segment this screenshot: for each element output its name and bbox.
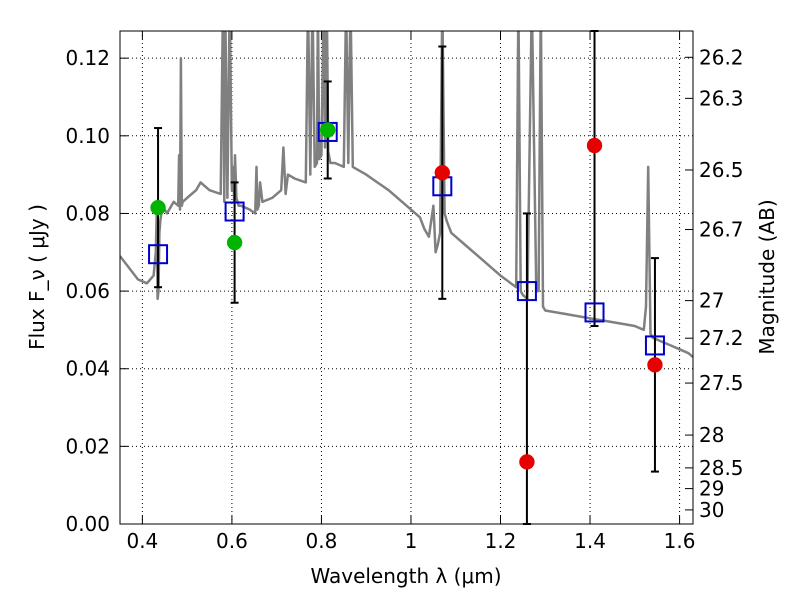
x-tick-label: 0.8	[306, 529, 338, 553]
data-point-circle	[647, 357, 663, 373]
right-tick-label: 30	[699, 498, 724, 522]
x-tick-label: 0.4	[126, 529, 158, 553]
right-tick-label: 28.5	[699, 456, 744, 480]
model-spectrum-line	[120, 31, 693, 359]
y-tick-label: 0.02	[65, 434, 110, 458]
y-tick-label: 0.06	[65, 279, 110, 303]
data-point-circle	[150, 199, 166, 216]
right-tick-label: 28	[699, 423, 724, 447]
y-tick-label: 0.12	[65, 46, 110, 70]
data-point-square	[644, 335, 665, 356]
x-tick-label: 1	[405, 529, 418, 553]
x-tick-label: 1.4	[574, 529, 606, 553]
data-point-square	[584, 302, 605, 323]
data-point-circle	[519, 454, 535, 470]
y-tick-label: 0.04	[65, 357, 110, 381]
data-point-circle	[319, 122, 336, 138]
right-tick-label: 27.5	[699, 371, 744, 395]
x-tick-label: 0.6	[216, 529, 248, 553]
right-tick-label: 26.2	[699, 45, 744, 69]
data-point-square	[516, 281, 537, 302]
y-tick-label: 0.00	[65, 512, 110, 536]
y-axis-ticks: 0.00 0.02 0.04 0.06 0.08 0.10 0.12	[65, 46, 128, 536]
right-tick-label: 27	[699, 289, 724, 313]
model-spectrum	[120, 31, 693, 359]
y-tick-label: 0.08	[65, 201, 110, 225]
right-tick-label: 27.2	[699, 326, 744, 350]
data-point-square	[224, 201, 245, 222]
data-point-circle	[586, 137, 603, 154]
x-tick-label: 1.2	[485, 529, 517, 553]
right-tick-label: 26.5	[699, 158, 744, 182]
y-tick-label: 0.10	[65, 124, 110, 148]
x-axis-label: Wavelength λ (μm)	[310, 564, 501, 588]
data-point-circle	[434, 164, 451, 181]
data-markers	[148, 121, 665, 470]
y-axis-label: Flux F_ν ( μJy )	[25, 204, 49, 350]
plot-frame	[119, 30, 694, 525]
right-tick-label: 29	[699, 477, 724, 501]
data-point-square	[148, 244, 169, 265]
x-axis-ticks: 0.4 0.6 0.8 1 1.2 1.4 1.6	[126, 31, 695, 553]
right-tick-label: 26.7	[699, 218, 744, 242]
right-axis-label: Magnitude (AB)	[755, 199, 779, 354]
data-point-circle	[226, 234, 243, 251]
right-tick-label: 26.3	[699, 86, 744, 110]
x-tick-label: 1.6	[664, 529, 696, 553]
